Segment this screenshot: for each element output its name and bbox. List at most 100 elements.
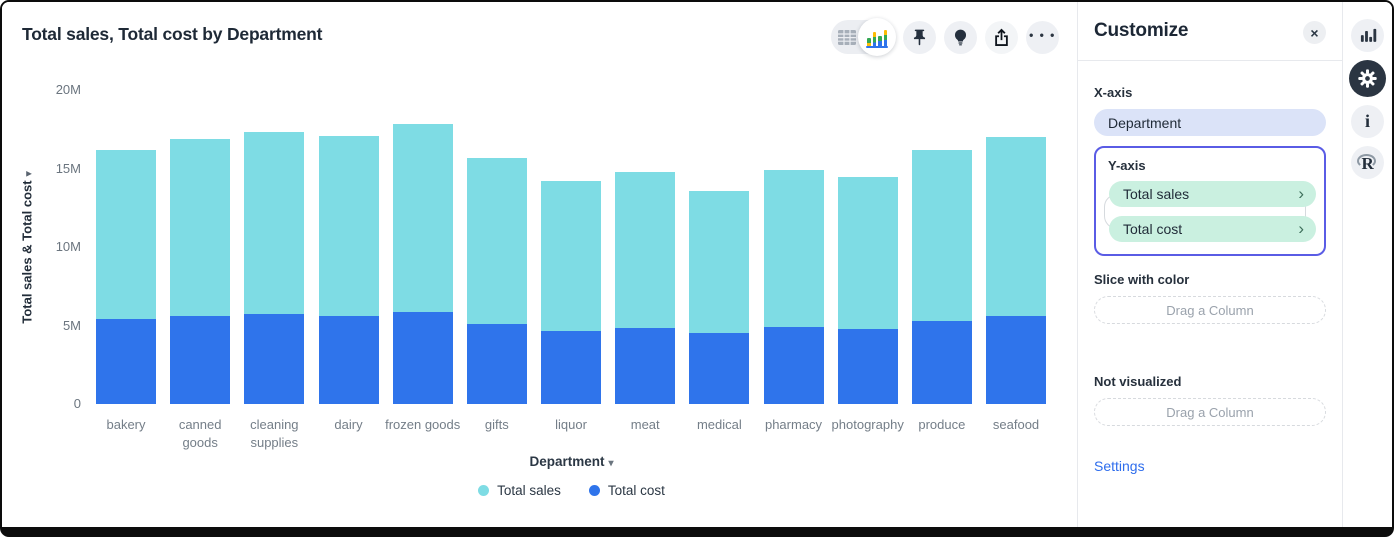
bar-segment-total-sales[interactable] [96, 149, 156, 320]
bar-segment-total-cost[interactable] [541, 331, 602, 404]
bar-photography[interactable] [837, 177, 898, 404]
slice-with-color-dropzone[interactable]: Drag a Column [1094, 296, 1326, 324]
not-visualized-label: Not visualized [1094, 374, 1182, 389]
r-logo-icon: R [1356, 153, 1379, 173]
insight-button[interactable] [944, 20, 977, 54]
y-axis-pills: Total sales › Total cost › [1104, 181, 1316, 242]
y-axis-section: Y-axis Total sales › Total cost › [1094, 146, 1326, 256]
bar-segment-total-cost[interactable] [96, 319, 156, 404]
legend-label: Total sales [497, 483, 561, 498]
y-tick-label: 0 [73, 396, 81, 411]
bar-medical[interactable] [689, 190, 750, 404]
legend-label: Total cost [607, 483, 665, 498]
legend-item-total-cost[interactable]: Total cost [588, 483, 665, 498]
x-axis-pill-department[interactable]: Department [1094, 109, 1326, 136]
panel-title: Customize [1094, 20, 1189, 41]
pill-label: Total sales [1123, 186, 1190, 202]
bar-segment-total-sales[interactable] [318, 135, 379, 317]
y-tick-label: 10M [55, 239, 81, 254]
x-tick-label: canned goods [178, 417, 222, 450]
pin-button[interactable] [903, 20, 936, 54]
x-tick-label: gifts [484, 417, 509, 432]
bar-segment-total-sales[interactable] [986, 137, 1047, 317]
bar-segment-total-sales[interactable] [466, 157, 527, 324]
bar-segment-total-sales[interactable] [170, 138, 231, 317]
bar-segment-total-sales[interactable] [244, 131, 305, 314]
view-toggle[interactable] [831, 18, 896, 56]
r-code-button[interactable]: R [1351, 146, 1384, 179]
y-axis-pill-total-cost[interactable]: Total cost › [1109, 216, 1316, 242]
bar-segment-total-sales[interactable] [615, 172, 676, 328]
share-button[interactable] [985, 20, 1018, 54]
customize-panel: Customize × X-axis Department Y-axis Tot… [1077, 2, 1342, 527]
y-tick-label: 5M [62, 317, 81, 333]
bar-dairy[interactable] [318, 135, 379, 404]
bar-segment-total-sales[interactable] [689, 190, 750, 334]
bar-seafood[interactable] [986, 137, 1047, 404]
gear-icon [1358, 69, 1377, 88]
bar-liquor[interactable] [541, 181, 602, 404]
x-tick-label: bakery [106, 417, 146, 432]
chart-title: Total sales, Total cost by Department [22, 24, 323, 44]
bar-segment-total-cost[interactable] [244, 313, 305, 404]
chevron-right-icon: › [1298, 218, 1304, 238]
close-panel-button[interactable]: × [1303, 21, 1326, 44]
bar-meat[interactable] [615, 172, 676, 404]
bar-gifts[interactable] [466, 157, 527, 404]
y-axis-pill-total-sales[interactable]: Total sales › [1109, 181, 1316, 207]
bar-segment-total-sales[interactable] [837, 177, 898, 330]
bar-segment-total-cost[interactable] [615, 327, 676, 404]
bar-segment-total-sales[interactable] [541, 181, 602, 331]
bar-canned-goods[interactable] [170, 138, 231, 404]
chart-toolbar: • • • [831, 18, 1059, 56]
chart-view-icon[interactable] [858, 18, 896, 56]
bar-segment-total-cost[interactable] [911, 320, 972, 404]
slice-with-color-label: Slice with color [1094, 272, 1190, 287]
customize-button[interactable] [1349, 60, 1386, 97]
bar-bakery[interactable] [96, 149, 156, 404]
bar-chart-icon [1360, 28, 1376, 42]
x-tick-label: frozen goods [385, 417, 461, 432]
chart-card: Total sales, Total cost by Department [2, 2, 1077, 527]
info-button[interactable]: i [1351, 105, 1384, 138]
legend-item-total-sales[interactable]: Total sales [478, 483, 561, 498]
share-icon [995, 28, 1008, 46]
visualize-button[interactable] [1351, 19, 1384, 52]
legend-dot [588, 485, 600, 496]
bar-segment-total-cost[interactable] [689, 333, 750, 404]
not-visualized-dropzone[interactable]: Drag a Column [1094, 398, 1326, 426]
info-icon: i [1364, 111, 1370, 131]
bar-segment-total-cost[interactable] [318, 316, 379, 404]
bar-segment-total-cost[interactable] [170, 316, 231, 404]
y-tick-label: 20M [55, 82, 81, 97]
lightbulb-icon [954, 29, 967, 45]
customize-panel-body: X-axis Department Y-axis Total sales › Tot… [1078, 85, 1342, 476]
bar-pharmacy[interactable] [763, 170, 824, 404]
chevron-right-icon: › [1298, 183, 1304, 203]
x-tick-label: cleaning supplies [250, 417, 299, 450]
bar-frozen-goods[interactable] [392, 123, 453, 404]
legend: Total sales Total cost [96, 483, 1047, 498]
bar-segment-total-sales[interactable] [911, 149, 972, 321]
y-axis-section-label: Y-axis [1108, 158, 1146, 173]
bar-segment-total-cost[interactable] [466, 323, 527, 404]
more-button[interactable]: • • • [1026, 20, 1059, 54]
pin-icon [913, 29, 926, 45]
plot-area: 0 5M 10M 15M 20M bakery canned goods cleaning s… [56, 82, 1047, 450]
bar-segment-total-cost[interactable] [837, 329, 898, 404]
bar-segment-total-cost[interactable] [763, 327, 824, 404]
pill-label: Total cost [1123, 221, 1183, 237]
settings-link[interactable]: Settings [1094, 458, 1145, 474]
x-tick-label: liquor [555, 417, 587, 432]
table-view-icon[interactable] [831, 29, 863, 45]
x-tick-label: pharmacy [764, 417, 823, 432]
bar-produce[interactable] [911, 149, 972, 404]
x-axis-title[interactable]: Department ▾ [529, 454, 614, 469]
bar-cleaning-supplies[interactable] [244, 131, 305, 404]
x-tick-label: dairy [334, 417, 363, 432]
bar-segment-total-sales[interactable] [392, 123, 453, 313]
bar-segment-total-cost[interactable] [986, 316, 1047, 404]
bar-segment-total-sales[interactable] [763, 170, 824, 328]
bar-segment-total-cost[interactable] [392, 312, 453, 404]
